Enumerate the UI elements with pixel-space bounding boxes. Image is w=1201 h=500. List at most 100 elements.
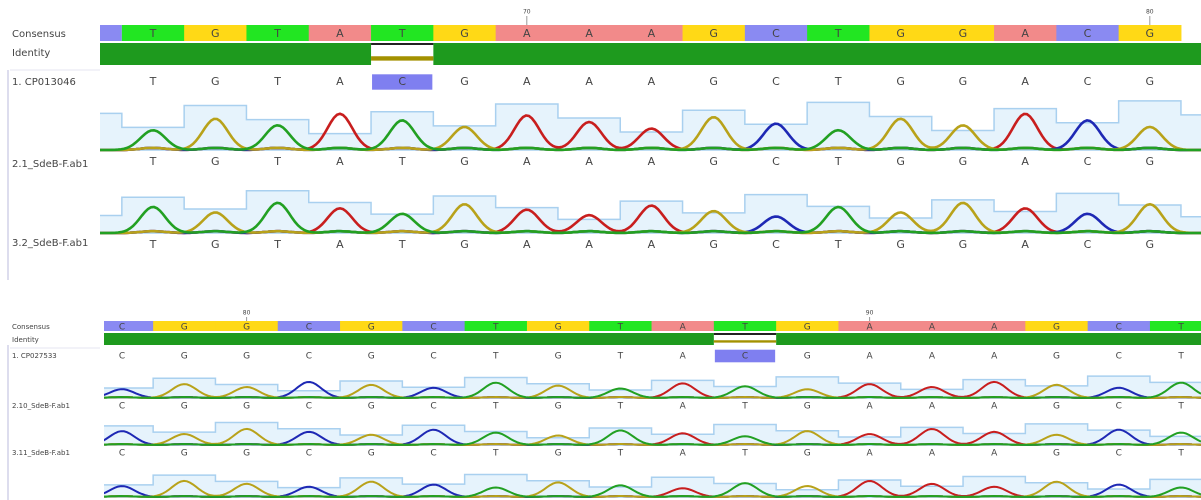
sequence-base: C <box>772 75 780 88</box>
consensus-base: G <box>709 27 718 40</box>
sequence-base: T <box>149 75 157 88</box>
consensus-base: C <box>1116 323 1122 333</box>
sequence-base: C <box>306 352 312 362</box>
sequence-base: A <box>648 155 656 168</box>
consensus-label: Consensus <box>12 323 50 331</box>
sequence-base: A <box>585 155 593 168</box>
consensus-base: A <box>991 323 998 333</box>
sequence-base: G <box>959 75 968 88</box>
sequence-base: C <box>1084 75 1092 88</box>
sequence-base: A <box>336 238 344 251</box>
consensus-base: C <box>430 323 436 333</box>
sequence-base: G <box>709 75 718 88</box>
sequence-base: G <box>211 155 220 168</box>
consensus-base: C <box>772 27 780 40</box>
sequence-base: A <box>1021 155 1029 168</box>
quality-bars <box>60 101 1201 150</box>
consensus-base: C <box>306 323 312 333</box>
sequence-base: A <box>1021 238 1029 251</box>
identity-bar <box>100 333 1201 345</box>
consensus-label: Consensus <box>12 29 66 40</box>
sequence-base: A <box>991 352 998 362</box>
consensus-base: T <box>834 27 842 40</box>
sequence-base: T <box>492 449 499 459</box>
sequence-base: T <box>617 352 624 362</box>
sequence-base: G <box>181 402 188 412</box>
consensus-base: T <box>398 27 406 40</box>
consensus-base: G <box>368 323 375 333</box>
consensus-base: G <box>804 323 811 333</box>
alignment-view: T G T A T G A A A G C T G G A C G T G T A C G A A A G C T G G A C G T G T A T G… <box>0 0 1201 500</box>
sequence-base: A <box>1021 75 1029 88</box>
sequence-base: A <box>867 352 874 362</box>
consensus-base: T <box>1177 323 1184 333</box>
position-label: 80 <box>1146 9 1154 16</box>
sequence-base: A <box>336 75 344 88</box>
position-label: 80 <box>243 310 251 317</box>
sequence-base: A <box>523 155 531 168</box>
sequence-base: T <box>1177 402 1184 412</box>
sequence-base: G <box>896 155 905 168</box>
consensus-base: G <box>1146 27 1155 40</box>
sequence-base: A <box>929 352 936 362</box>
sequence-base: G <box>243 402 250 412</box>
sequence-base: C <box>398 75 406 88</box>
sequence-base: G <box>896 75 905 88</box>
consensus-base: G <box>1053 323 1060 333</box>
sequence-base: C <box>119 402 125 412</box>
sequence-base: G <box>1146 155 1155 168</box>
sequence-base: T <box>398 238 406 251</box>
identity-label: Identity <box>12 48 50 59</box>
sequence-base: G <box>368 449 375 459</box>
sequence-base: T <box>834 238 842 251</box>
consensus-cell <box>100 25 122 41</box>
consensus-base: T <box>617 323 624 333</box>
consensus-base: G <box>460 27 469 40</box>
sequence-base: G <box>804 449 811 459</box>
sequence-base: G <box>368 402 375 412</box>
consensus-base: G <box>243 323 250 333</box>
sequence-base: C <box>119 449 125 459</box>
sequence-base: G <box>243 449 250 459</box>
sequence-label: 3.11_SdeB-F.ab1 <box>12 449 70 457</box>
sequence-base: G <box>709 238 718 251</box>
consensus-base: G <box>555 323 562 333</box>
sequence-base: G <box>1053 402 1060 412</box>
sequence-base: G <box>555 352 562 362</box>
sequence-base: T <box>1177 449 1184 459</box>
consensus-base: A <box>336 27 344 40</box>
sequence-label: 2.10_SdeB-F.ab1 <box>12 402 70 410</box>
consensus-base: A <box>929 323 936 333</box>
sequence-base: C <box>430 352 436 362</box>
sequence-label: 3.2_SdeB-F.ab1 <box>12 238 88 249</box>
sequence-base: A <box>867 402 874 412</box>
sequence-base: T <box>273 155 281 168</box>
sequence-base: C <box>1116 449 1122 459</box>
consensus-base: A <box>585 27 593 40</box>
sequence-label: 2.1_SdeB-F.ab1 <box>12 159 88 170</box>
consensus-base: A <box>523 27 531 40</box>
sequence-base: T <box>273 238 281 251</box>
sequence-base: C <box>119 352 125 362</box>
sequence-base: T <box>492 402 499 412</box>
sequence-base: T <box>741 402 748 412</box>
sequence-base: C <box>772 238 780 251</box>
sequence-base: G <box>709 155 718 168</box>
position-label: 90 <box>866 310 874 317</box>
sequence-base: G <box>211 238 220 251</box>
sequence-base: A <box>991 449 998 459</box>
consensus-base: A <box>1021 27 1029 40</box>
sequence-base: G <box>959 155 968 168</box>
sequence-base: G <box>1146 238 1155 251</box>
sequence-base: A <box>523 238 531 251</box>
sequence-base: G <box>368 352 375 362</box>
sequence-base: C <box>430 449 436 459</box>
consensus-base: T <box>273 27 281 40</box>
identity-gap <box>371 43 433 65</box>
sequence-base: A <box>648 75 656 88</box>
consensus-cell <box>1150 321 1201 331</box>
consensus-base: G <box>181 323 188 333</box>
sequence-label: 1. CP027533 <box>12 352 57 360</box>
sequence-base: G <box>460 155 469 168</box>
